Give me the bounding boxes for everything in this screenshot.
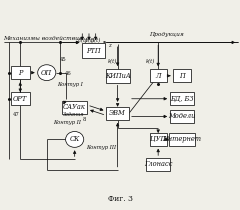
FancyBboxPatch shape: [174, 69, 191, 82]
Text: Контур III: Контур III: [86, 145, 116, 150]
Circle shape: [66, 131, 84, 147]
Text: 8: 8: [83, 117, 86, 122]
Text: Л: Л: [156, 72, 161, 80]
FancyBboxPatch shape: [150, 69, 167, 82]
Text: Р: Р: [18, 69, 23, 77]
FancyBboxPatch shape: [62, 101, 87, 114]
FancyBboxPatch shape: [106, 69, 130, 83]
Text: П: П: [179, 72, 185, 80]
FancyBboxPatch shape: [150, 133, 167, 146]
Text: Модели: Модели: [168, 113, 196, 121]
Text: k(t): k(t): [146, 59, 156, 64]
Text: 46: 46: [65, 71, 71, 76]
Text: Контур II: Контур II: [53, 120, 81, 125]
Text: Задания: Задания: [63, 112, 85, 117]
Text: ОП: ОП: [41, 69, 52, 77]
Text: РТП: РТП: [86, 47, 101, 55]
Text: f₃(t): f₃(t): [90, 38, 101, 43]
Text: 45: 45: [60, 57, 67, 62]
FancyBboxPatch shape: [11, 66, 30, 79]
Text: БД, БЗ: БД, БЗ: [170, 95, 194, 103]
FancyBboxPatch shape: [170, 110, 194, 123]
FancyBboxPatch shape: [11, 92, 30, 105]
FancyBboxPatch shape: [170, 92, 194, 105]
Text: ОРТ: ОРТ: [13, 95, 27, 103]
Text: f₂(t): f₂(t): [84, 38, 94, 43]
Text: КИПиА: КИПиА: [105, 72, 131, 80]
Text: Контур I: Контур I: [58, 82, 83, 87]
Text: Механизмы воздействия: Механизмы воздействия: [3, 36, 83, 41]
Text: Фиг. 3: Фиг. 3: [108, 195, 132, 203]
Text: Интернет: Интернет: [162, 135, 202, 143]
Text: ЭВМ: ЭВМ: [109, 109, 126, 117]
FancyBboxPatch shape: [146, 158, 170, 171]
Circle shape: [38, 65, 56, 81]
Text: 47: 47: [13, 112, 20, 117]
Text: f₁(t): f₁(t): [77, 38, 87, 43]
FancyBboxPatch shape: [169, 133, 195, 146]
Text: Продукция: Продукция: [149, 32, 183, 37]
Text: ЦУП: ЦУП: [150, 135, 166, 143]
Text: СК: СК: [70, 135, 80, 143]
Text: САУак: САУак: [63, 103, 86, 111]
Text: z: z: [108, 43, 111, 48]
FancyBboxPatch shape: [106, 107, 129, 120]
Text: k(t): k(t): [107, 59, 117, 64]
FancyBboxPatch shape: [82, 43, 105, 58]
Text: Глонасс: Глонасс: [144, 160, 172, 168]
